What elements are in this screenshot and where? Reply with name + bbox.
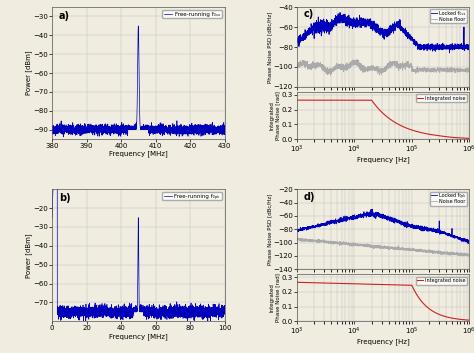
X-axis label: Frequency [Hz]: Frequency [Hz] bbox=[357, 156, 410, 163]
X-axis label: Frequency [MHz]: Frequency [MHz] bbox=[109, 333, 168, 340]
Legend: Locked f₀ₚₖ, Noise floor: Locked f₀ₚₖ, Noise floor bbox=[430, 192, 467, 205]
Legend: Integrated noise: Integrated noise bbox=[416, 277, 467, 285]
Text: c): c) bbox=[304, 10, 314, 19]
Y-axis label: Phase Noise PSD [dBc/Hz]: Phase Noise PSD [dBc/Hz] bbox=[267, 11, 272, 83]
Legend: Locked f₀ₛₓ, Noise floor: Locked f₀ₛₓ, Noise floor bbox=[430, 10, 467, 23]
Y-axis label: Integrated
Phase Noise [rad]: Integrated Phase Noise [rad] bbox=[269, 91, 280, 140]
Legend: Free-running f₀ₛₓ: Free-running f₀ₛₓ bbox=[163, 10, 222, 18]
Y-axis label: Phase Noise PSD [dBc/Hz]: Phase Noise PSD [dBc/Hz] bbox=[267, 193, 272, 265]
Y-axis label: Power [dBm]: Power [dBm] bbox=[25, 51, 32, 95]
Legend: Free-running f₀ₚₖ: Free-running f₀ₚₖ bbox=[162, 192, 222, 201]
Y-axis label: Integrated
Phase Noise [rad]: Integrated Phase Noise [rad] bbox=[269, 273, 280, 322]
X-axis label: Frequency [MHz]: Frequency [MHz] bbox=[109, 151, 168, 157]
Text: d): d) bbox=[304, 192, 315, 202]
Y-axis label: Power [dBm]: Power [dBm] bbox=[25, 233, 32, 277]
Legend: Integrated noise: Integrated noise bbox=[416, 95, 467, 102]
X-axis label: Frequency [Hz]: Frequency [Hz] bbox=[357, 338, 410, 345]
Text: a): a) bbox=[59, 11, 70, 21]
Text: b): b) bbox=[59, 193, 71, 203]
